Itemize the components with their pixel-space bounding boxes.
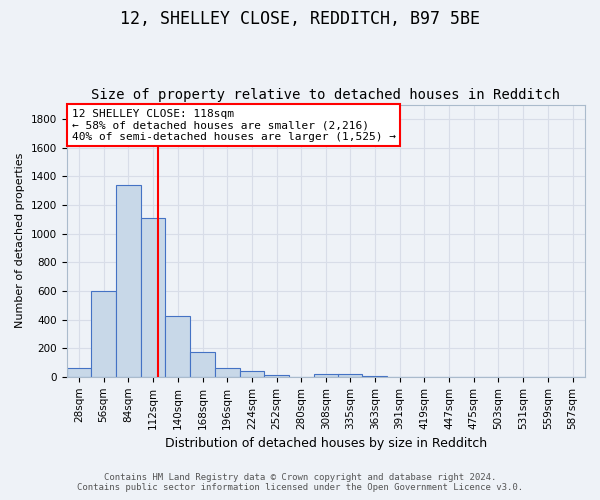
X-axis label: Distribution of detached houses by size in Redditch: Distribution of detached houses by size … bbox=[165, 437, 487, 450]
Text: 12, SHELLEY CLOSE, REDDITCH, B97 5BE: 12, SHELLEY CLOSE, REDDITCH, B97 5BE bbox=[120, 10, 480, 28]
Bar bbox=[190, 352, 215, 377]
Bar bbox=[91, 291, 116, 377]
Bar bbox=[239, 371, 265, 377]
Bar bbox=[215, 368, 239, 377]
Bar bbox=[67, 368, 91, 377]
Bar bbox=[314, 374, 338, 377]
Bar bbox=[141, 218, 166, 377]
Bar bbox=[338, 374, 362, 377]
Text: Contains HM Land Registry data © Crown copyright and database right 2024.
Contai: Contains HM Land Registry data © Crown c… bbox=[77, 473, 523, 492]
Bar bbox=[362, 376, 387, 377]
Title: Size of property relative to detached houses in Redditch: Size of property relative to detached ho… bbox=[91, 88, 560, 102]
Text: 12 SHELLEY CLOSE: 118sqm
← 58% of detached houses are smaller (2,216)
40% of sem: 12 SHELLEY CLOSE: 118sqm ← 58% of detach… bbox=[72, 108, 396, 142]
Bar bbox=[166, 316, 190, 377]
Y-axis label: Number of detached properties: Number of detached properties bbox=[15, 153, 25, 328]
Bar bbox=[116, 185, 141, 377]
Bar bbox=[265, 374, 289, 377]
